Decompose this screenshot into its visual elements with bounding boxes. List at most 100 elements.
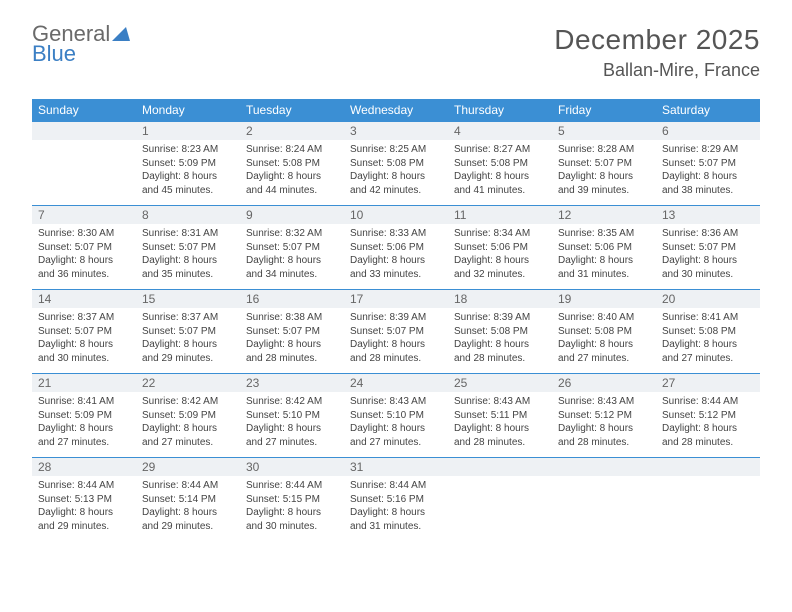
sunset-text: Sunset: 5:08 PM — [350, 157, 442, 171]
sunset-text: Sunset: 5:07 PM — [142, 325, 234, 339]
daylight-text: Daylight: 8 hours and 38 minutes. — [662, 170, 754, 197]
daylight-text: Daylight: 8 hours and 39 minutes. — [558, 170, 650, 197]
day-of-week-header: SundayMondayTuesdayWednesdayThursdayFrid… — [32, 99, 760, 122]
day-number-cell: 9 — [240, 206, 344, 225]
daylight-text: Daylight: 8 hours and 27 minutes. — [142, 422, 234, 449]
day-data-cell — [32, 140, 136, 206]
day-number-cell: 29 — [136, 458, 240, 477]
daylight-text: Daylight: 8 hours and 27 minutes. — [350, 422, 442, 449]
sunrise-text: Sunrise: 8:43 AM — [454, 395, 546, 409]
sunset-text: Sunset: 5:12 PM — [662, 409, 754, 423]
daylight-text: Daylight: 8 hours and 28 minutes. — [454, 422, 546, 449]
brand-text: General Blue — [32, 24, 130, 64]
day-data-cell: Sunrise: 8:40 AMSunset: 5:08 PMDaylight:… — [552, 308, 656, 374]
sunset-text: Sunset: 5:08 PM — [558, 325, 650, 339]
sunrise-text: Sunrise: 8:41 AM — [662, 311, 754, 325]
day-number-cell: 10 — [344, 206, 448, 225]
sunset-text: Sunset: 5:10 PM — [350, 409, 442, 423]
day-number-cell: 5 — [552, 122, 656, 141]
sunset-text: Sunset: 5:07 PM — [38, 325, 130, 339]
dow-header-cell: Sunday — [32, 99, 136, 122]
dow-header-cell: Tuesday — [240, 99, 344, 122]
sunrise-text: Sunrise: 8:35 AM — [558, 227, 650, 241]
day-number-cell — [32, 122, 136, 141]
day-number-cell: 3 — [344, 122, 448, 141]
sunset-text: Sunset: 5:07 PM — [662, 157, 754, 171]
daylight-text: Daylight: 8 hours and 33 minutes. — [350, 254, 442, 281]
daylight-text: Daylight: 8 hours and 45 minutes. — [142, 170, 234, 197]
daylight-text: Daylight: 8 hours and 29 minutes. — [38, 506, 130, 533]
day-number-cell: 17 — [344, 290, 448, 309]
day-data-cell — [448, 476, 552, 541]
sunset-text: Sunset: 5:09 PM — [142, 157, 234, 171]
daylight-text: Daylight: 8 hours and 29 minutes. — [142, 506, 234, 533]
day-data-cell: Sunrise: 8:42 AMSunset: 5:09 PMDaylight:… — [136, 392, 240, 458]
day-number-cell: 20 — [656, 290, 760, 309]
header: General Blue December 2025 Ballan-Mire, … — [32, 24, 760, 81]
sunrise-text: Sunrise: 8:27 AM — [454, 143, 546, 157]
day-data-cell: Sunrise: 8:43 AMSunset: 5:11 PMDaylight:… — [448, 392, 552, 458]
sunset-text: Sunset: 5:07 PM — [350, 325, 442, 339]
day-data-cell: Sunrise: 8:44 AMSunset: 5:16 PMDaylight:… — [344, 476, 448, 541]
page-title: December 2025 — [554, 24, 760, 56]
sunrise-text: Sunrise: 8:33 AM — [350, 227, 442, 241]
day-number-cell: 27 — [656, 374, 760, 393]
sunset-text: Sunset: 5:07 PM — [142, 241, 234, 255]
day-number-cell: 11 — [448, 206, 552, 225]
daylight-text: Daylight: 8 hours and 27 minutes. — [662, 338, 754, 365]
daylight-text: Daylight: 8 hours and 28 minutes. — [662, 422, 754, 449]
sunrise-text: Sunrise: 8:44 AM — [246, 479, 338, 493]
sunrise-text: Sunrise: 8:44 AM — [142, 479, 234, 493]
brand-logo: General Blue — [32, 24, 130, 64]
day-data-cell: Sunrise: 8:43 AMSunset: 5:12 PMDaylight:… — [552, 392, 656, 458]
day-data-cell: Sunrise: 8:43 AMSunset: 5:10 PMDaylight:… — [344, 392, 448, 458]
sunrise-text: Sunrise: 8:37 AM — [38, 311, 130, 325]
sunrise-text: Sunrise: 8:42 AM — [142, 395, 234, 409]
day-number-cell: 26 — [552, 374, 656, 393]
sunset-text: Sunset: 5:07 PM — [662, 241, 754, 255]
sunrise-text: Sunrise: 8:31 AM — [142, 227, 234, 241]
day-data-cell: Sunrise: 8:44 AMSunset: 5:15 PMDaylight:… — [240, 476, 344, 541]
sunrise-text: Sunrise: 8:43 AM — [558, 395, 650, 409]
sunset-text: Sunset: 5:09 PM — [38, 409, 130, 423]
daylight-text: Daylight: 8 hours and 31 minutes. — [350, 506, 442, 533]
brand-word-b: Blue — [32, 41, 76, 66]
day-number-cell: 19 — [552, 290, 656, 309]
day-data-cell: Sunrise: 8:25 AMSunset: 5:08 PMDaylight:… — [344, 140, 448, 206]
sunset-text: Sunset: 5:08 PM — [662, 325, 754, 339]
day-number-cell: 4 — [448, 122, 552, 141]
sunrise-text: Sunrise: 8:23 AM — [142, 143, 234, 157]
day-data-cell: Sunrise: 8:39 AMSunset: 5:08 PMDaylight:… — [448, 308, 552, 374]
daylight-text: Daylight: 8 hours and 41 minutes. — [454, 170, 546, 197]
day-number-cell: 2 — [240, 122, 344, 141]
day-data-cell: Sunrise: 8:30 AMSunset: 5:07 PMDaylight:… — [32, 224, 136, 290]
day-number-cell: 21 — [32, 374, 136, 393]
daylight-text: Daylight: 8 hours and 31 minutes. — [558, 254, 650, 281]
sunset-text: Sunset: 5:08 PM — [246, 157, 338, 171]
sunrise-text: Sunrise: 8:41 AM — [38, 395, 130, 409]
sunset-text: Sunset: 5:16 PM — [350, 493, 442, 507]
sunset-text: Sunset: 5:07 PM — [246, 241, 338, 255]
day-number-cell: 7 — [32, 206, 136, 225]
sunset-text: Sunset: 5:07 PM — [246, 325, 338, 339]
dow-header-cell: Friday — [552, 99, 656, 122]
day-data-cell: Sunrise: 8:32 AMSunset: 5:07 PMDaylight:… — [240, 224, 344, 290]
sunset-text: Sunset: 5:06 PM — [454, 241, 546, 255]
day-number-cell — [552, 458, 656, 477]
day-data-cell: Sunrise: 8:36 AMSunset: 5:07 PMDaylight:… — [656, 224, 760, 290]
day-number-cell: 30 — [240, 458, 344, 477]
day-data-cell: Sunrise: 8:38 AMSunset: 5:07 PMDaylight:… — [240, 308, 344, 374]
title-block: December 2025 Ballan-Mire, France — [554, 24, 760, 81]
brand-triangle-icon — [112, 24, 130, 44]
day-data-cell: Sunrise: 8:23 AMSunset: 5:09 PMDaylight:… — [136, 140, 240, 206]
daylight-text: Daylight: 8 hours and 28 minutes. — [246, 338, 338, 365]
daylight-text: Daylight: 8 hours and 34 minutes. — [246, 254, 338, 281]
daylight-text: Daylight: 8 hours and 28 minutes. — [558, 422, 650, 449]
day-number-cell: 16 — [240, 290, 344, 309]
dow-header-cell: Wednesday — [344, 99, 448, 122]
sunrise-text: Sunrise: 8:44 AM — [350, 479, 442, 493]
day-data-cell: Sunrise: 8:35 AMSunset: 5:06 PMDaylight:… — [552, 224, 656, 290]
sunset-text: Sunset: 5:15 PM — [246, 493, 338, 507]
day-data-cell: Sunrise: 8:37 AMSunset: 5:07 PMDaylight:… — [136, 308, 240, 374]
sunrise-text: Sunrise: 8:36 AM — [662, 227, 754, 241]
